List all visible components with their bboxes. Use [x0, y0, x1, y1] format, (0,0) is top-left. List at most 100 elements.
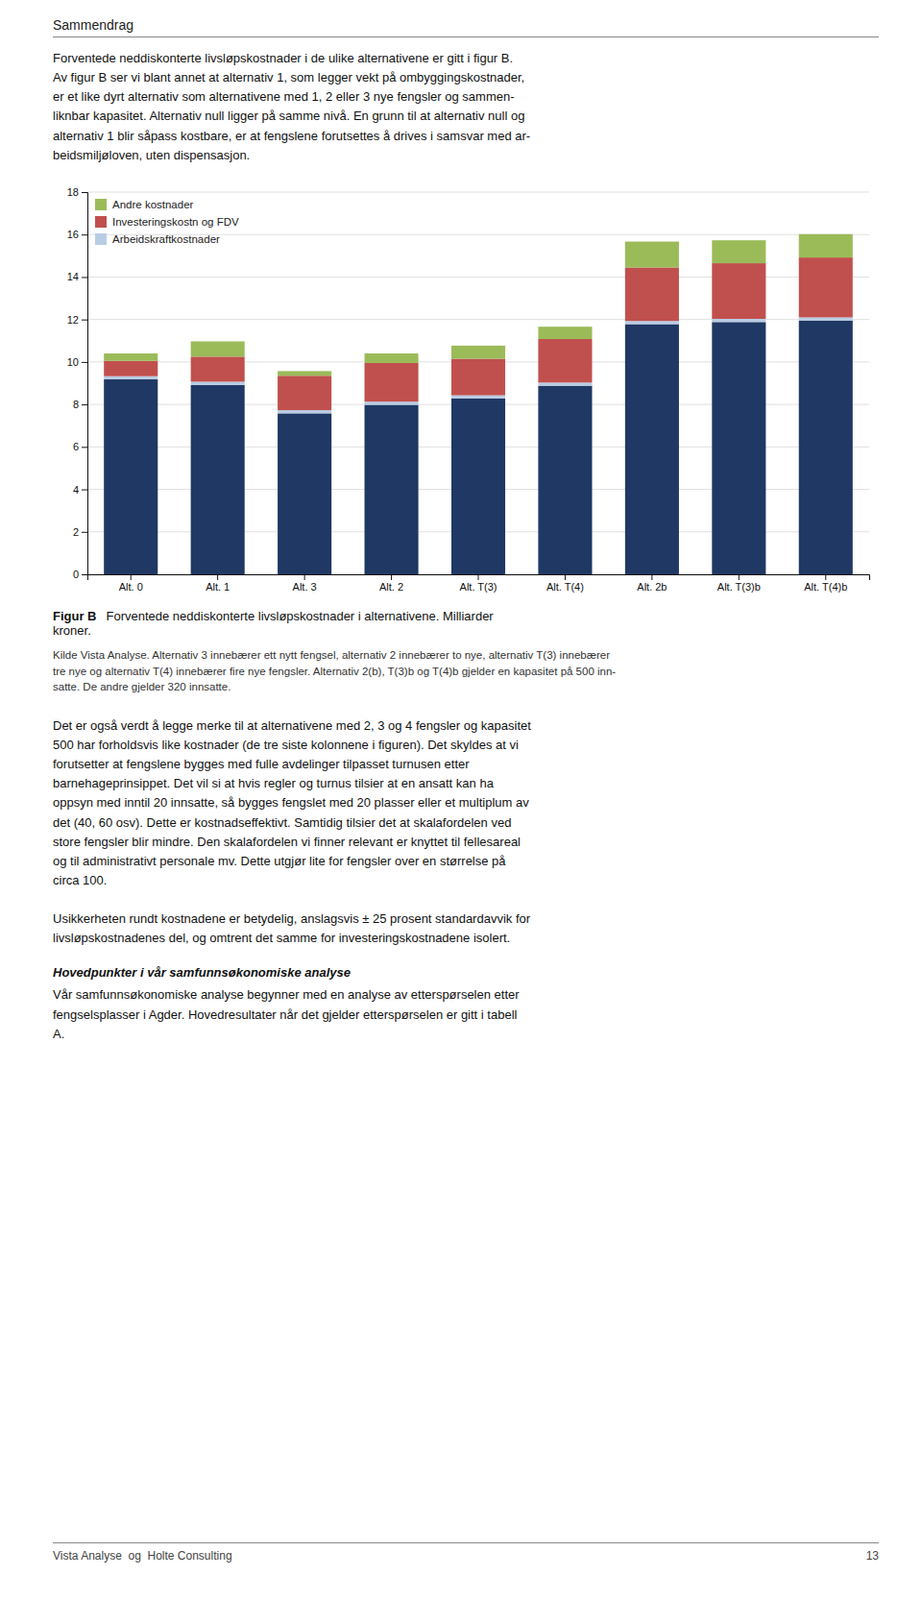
tick: Alt. 0 — [119, 574, 144, 593]
plot: Alt. 0 Alt. 1 Alt. 3 Alt. 2 Alt. T(3) Alt. T(… — [67, 186, 871, 593]
bar-segment — [364, 404, 419, 574]
series — [103, 234, 853, 376]
tick-mark — [81, 574, 88, 576]
tick: 12 — [67, 314, 88, 326]
tick-mark — [81, 446, 88, 448]
bar-segment — [103, 353, 158, 362]
tick-label: 12 — [67, 314, 79, 326]
tick-mark — [564, 574, 566, 581]
bar-segment — [537, 385, 592, 574]
paragraph: Vår samfunnsøkonomiske analyse begynner … — [52, 985, 879, 1044]
tick-mark — [217, 574, 219, 581]
tick-label: 6 — [72, 440, 79, 453]
tick-label: Alt. 2 — [379, 581, 404, 593]
bar-segment — [711, 318, 766, 322]
bar-segment — [277, 410, 332, 413]
legend-label: Investeringskostn og FDV — [112, 216, 240, 228]
tick-mark — [738, 574, 740, 581]
tick-mark — [81, 362, 88, 364]
caption-text: Forventede neddiskonterte livsløpskostna… — [52, 608, 494, 638]
tick-label: Alt. 1 — [205, 581, 230, 593]
bar-segment — [711, 240, 766, 264]
tick: 14 — [67, 270, 88, 283]
grid — [87, 192, 870, 575]
bar-segment — [625, 241, 680, 267]
bar-segment — [799, 316, 853, 320]
legend-swatch — [95, 233, 107, 245]
footer-left: Vista Analyse og Holte Consulting — [52, 1549, 233, 1563]
bar-segment — [537, 382, 592, 386]
tick-label: 16 — [67, 228, 79, 241]
tick-label: Alt. T(3) — [460, 581, 498, 593]
tick: Alt. 1 — [205, 574, 230, 593]
bar-segment — [277, 370, 332, 376]
grid-line — [87, 191, 870, 193]
bar-segment — [191, 340, 245, 357]
tick: 2 — [72, 526, 88, 538]
tick-mark — [390, 574, 392, 581]
tick-mark — [81, 319, 88, 321]
bar-segment — [451, 398, 506, 575]
tick: Alt. 3 — [292, 574, 317, 593]
tick-label: 0 — [72, 568, 79, 581]
caption-label: Figur B — [52, 608, 98, 624]
bar-segment — [451, 345, 506, 360]
tick: Alt. T(3) — [460, 574, 498, 593]
bar-segment — [711, 263, 766, 319]
bar-segment — [799, 234, 853, 258]
tick-mark — [478, 574, 480, 581]
axis-line — [88, 574, 871, 581]
tick-label: Alt. 2b — [636, 581, 667, 593]
tick-mark — [81, 192, 88, 194]
bar-segment — [711, 321, 766, 575]
page-number: 13 — [866, 1549, 879, 1563]
series — [103, 320, 853, 575]
axis-line — [81, 192, 89, 575]
tick-label: 10 — [67, 356, 79, 368]
paragraph: Det er også verdt å legge merke til at a… — [52, 716, 879, 891]
tick: 16 — [67, 228, 88, 241]
bar-segment — [625, 320, 680, 324]
legend-swatch — [95, 216, 107, 228]
paragraph: Usikkerheten rundt kostnadene er betydel… — [52, 909, 879, 948]
caption: Figur BForventede neddiskonterte livsløp… — [52, 608, 879, 638]
tick-label: 8 — [72, 398, 79, 411]
bar-segment — [537, 326, 592, 340]
tick-label: Alt. T(4)b — [803, 581, 848, 593]
tick-label: Alt. T(4) — [546, 581, 584, 593]
tick-mark — [81, 404, 88, 406]
tick: 6 — [72, 440, 88, 453]
tick-mark — [81, 532, 88, 534]
legend-swatch — [95, 198, 107, 211]
tick: 8 — [72, 398, 88, 411]
legend-label: Andre kostnader — [112, 198, 195, 211]
page-header: Sammendrag — [52, 17, 879, 38]
bar-segment — [103, 376, 158, 380]
bar-segment — [191, 356, 245, 382]
tick-label: Alt. T(3)b — [717, 581, 761, 593]
legend: Andre kostnader Investeringskostn og FDV A… — [95, 198, 240, 245]
tick-label: Alt. 0 — [119, 581, 144, 593]
tick: 0 — [72, 568, 88, 581]
bar-segment — [103, 361, 158, 377]
bar-segment — [451, 394, 506, 398]
legend-label: Arbeidskraftkostnader — [112, 233, 220, 245]
bar-segment — [799, 257, 853, 317]
tick-label: 4 — [72, 483, 79, 495]
bar-segment — [277, 412, 332, 575]
tick-mark — [304, 574, 306, 581]
tick-label: 2 — [72, 526, 79, 538]
footer: Vista Analyse og Holte Consulting 13 — [52, 1542, 879, 1563]
tick-mark — [81, 234, 88, 236]
tick-label: Alt. 3 — [292, 581, 317, 593]
bar-segment — [191, 381, 245, 385]
bar-segment — [625, 323, 680, 574]
tick-label: 14 — [67, 270, 79, 283]
bar-segment — [451, 358, 506, 395]
bar-segment — [364, 401, 419, 405]
tick-label: 18 — [67, 186, 79, 198]
tick: Alt. T(4) — [546, 574, 584, 593]
bar-segment — [537, 339, 592, 383]
paragraph: Forventede neddiskonterte livsløpskostna… — [52, 48, 879, 166]
bar-segment — [364, 353, 419, 364]
